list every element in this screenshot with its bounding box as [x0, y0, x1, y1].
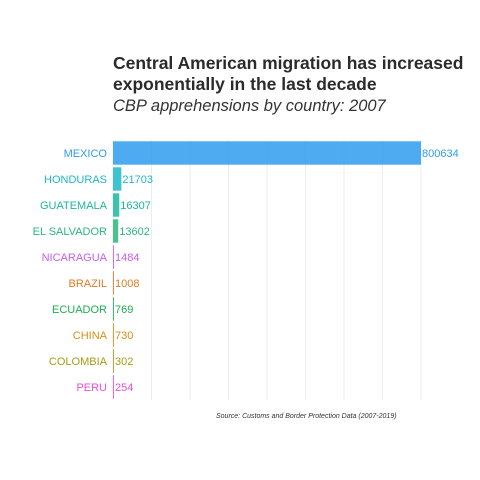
value-label: 302: [115, 356, 133, 368]
category-label: PERU: [76, 382, 107, 394]
category-label: NICARAGUA: [42, 252, 108, 264]
value-label: 769: [115, 304, 133, 316]
category-label: BRAZIL: [68, 278, 107, 290]
bar-peru: [113, 375, 114, 399]
bar-honduras: [113, 167, 122, 191]
category-label: ECUADOR: [52, 304, 107, 316]
bar-china: [113, 323, 114, 347]
value-label: 254: [115, 382, 133, 394]
value-label: 800634: [422, 148, 459, 160]
category-label: HONDURAS: [44, 174, 107, 186]
bar-el-salvador: [113, 219, 119, 243]
value-label: 13602: [119, 226, 150, 238]
category-label: COLOMBIA: [49, 356, 108, 368]
category-label: MEXICO: [64, 148, 108, 160]
gridlines: [112, 140, 422, 400]
category-label: GUATEMALA: [40, 200, 108, 212]
value-label: 1008: [115, 278, 139, 290]
category-label: CHINA: [73, 330, 108, 342]
chart-caption: Source: Customs and Border Protection Da…: [216, 413, 397, 420]
bar-colombia: [113, 349, 114, 373]
bar-nicaragua: [113, 245, 114, 269]
bar-ecuador: [113, 297, 114, 321]
bar-guatemala: [113, 193, 120, 217]
value-label: 1484: [115, 252, 139, 264]
bar-mexico: [113, 141, 421, 165]
value-label: 21703: [122, 174, 153, 186]
value-label: 16307: [120, 200, 151, 212]
bar-brazil: [113, 271, 114, 295]
chart-subtitle: CBP apprehensions by country: 2007: [113, 97, 386, 115]
category-label: EL SALVADOR: [33, 226, 107, 238]
value-label: 730: [115, 330, 133, 342]
chart-title: Central American migration has increased…: [113, 53, 464, 94]
